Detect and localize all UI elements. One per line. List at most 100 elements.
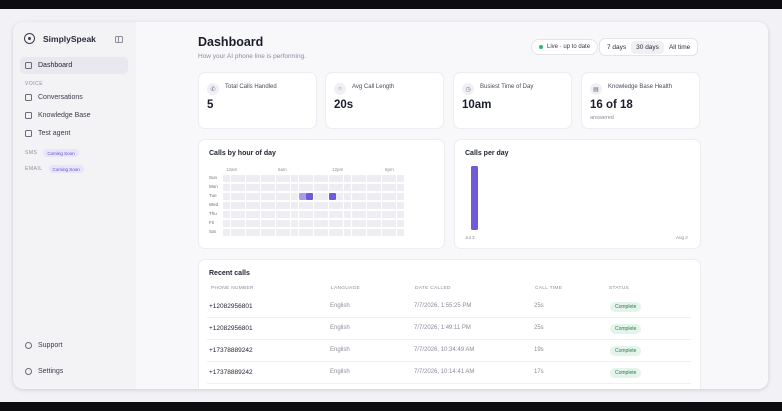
heatmap-cell [268, 193, 276, 200]
heatmap-cell [253, 220, 261, 227]
heatmap-cell [245, 184, 253, 191]
book-icon: ▤ [590, 83, 602, 95]
sidebar-item-dashboard[interactable]: Dashboard [20, 57, 128, 74]
heatmap-cell [230, 220, 238, 227]
heatmap-cell [238, 175, 246, 182]
heatmap-cell [381, 211, 389, 218]
heatmap-cell [306, 211, 314, 218]
stat-label: Avg Call Length [352, 84, 395, 90]
heatmap-cell [343, 220, 351, 227]
heatmap-cell [336, 220, 344, 227]
status-badge: Complete [610, 302, 642, 312]
heatmap-cell [328, 211, 336, 218]
heatmap-cell [359, 211, 367, 218]
heatmap-cell [306, 202, 314, 209]
sidebar-item-knowledge-base[interactable]: Knowledge Base [20, 107, 128, 124]
heatmap-cell [328, 202, 336, 209]
heatmap-cell [268, 229, 276, 236]
sidebar-item-label: Conversations [38, 94, 83, 101]
sidebar-item-conversations[interactable]: Conversations [20, 89, 128, 106]
heatmap-cell [230, 175, 238, 182]
heatmap-cell [366, 220, 374, 227]
heatmap-cell [313, 229, 321, 236]
page-title: Dashboard [198, 35, 264, 49]
range-7-days-button[interactable]: 7 days [607, 43, 627, 51]
heatmap-cell [366, 184, 374, 191]
heatmap-cell [268, 211, 276, 218]
heatmap-cell [253, 193, 261, 200]
heatmap-cell [366, 229, 374, 236]
language-cell: English [330, 369, 350, 375]
heatmap-cell [343, 202, 351, 209]
column-header-call-time: CALL TIME [535, 286, 563, 291]
heatmap-cell [321, 184, 329, 191]
heatmap-cell [313, 211, 321, 218]
row-divider [207, 339, 691, 340]
heatmap-cell [389, 220, 397, 227]
brand[interactable]: SimplySpeak [24, 33, 96, 44]
range-all-time-button[interactable]: All time [668, 43, 691, 51]
heatmap-cell [238, 211, 246, 218]
heatmap-cell [321, 202, 329, 209]
heatmap-cell [343, 193, 351, 200]
status-badge: Complete [610, 324, 642, 334]
language-cell: English [330, 347, 350, 353]
heatmap-cell [283, 175, 291, 182]
heatmap-cell [328, 220, 336, 227]
book-icon [25, 112, 32, 119]
heatmap-cell [336, 211, 344, 218]
heatmap-cell [374, 211, 382, 218]
heatmap-cell [260, 175, 268, 182]
column-header-language: LANGUAGE [331, 286, 361, 291]
heatmap-cell [374, 220, 382, 227]
sidebar-collapse-icon[interactable] [115, 36, 123, 43]
heatmap-cell [313, 220, 321, 227]
sidebar-item-label: Test agent [38, 130, 71, 137]
heatmap-cell [230, 202, 238, 209]
sidebar-item-settings[interactable]: Settings [20, 363, 128, 380]
date-called-cell: 7/7/2026, 1:49:11 PM [414, 325, 471, 331]
heatmap-cell [321, 193, 329, 200]
heatmap-cell [238, 229, 246, 236]
heatmap-cell [253, 184, 261, 191]
heatmap-cell [381, 175, 389, 182]
heatmap-cell [336, 193, 344, 200]
date-range-selector: 7 days 30 days All time [599, 38, 699, 56]
heatmap-cell [291, 175, 299, 182]
heatmap-cell [396, 193, 404, 200]
heatmap-cell [223, 184, 230, 191]
heatmap-cell [343, 184, 351, 191]
heatmap-cell [396, 184, 404, 191]
stat-value: 16 of 18 [590, 99, 633, 111]
live-dot-icon [539, 45, 543, 49]
date-called-cell: 7/7/2026, 1:55:25 PM [414, 303, 472, 309]
heatmap-cell [298, 193, 306, 200]
heatmap-cell [245, 175, 253, 182]
calls-per-day-chart [471, 166, 478, 230]
card-title: Recent calls [209, 270, 250, 277]
range-30-days-button[interactable]: 30 days [631, 40, 664, 54]
heatmap-cell [260, 220, 268, 227]
heatmap-cell [223, 229, 230, 236]
heatmap-cell [260, 202, 268, 209]
sidebar-item-test-agent[interactable]: Test agent [20, 125, 128, 142]
heatmap-cell [374, 184, 382, 191]
sidebar-item-support[interactable]: Support [20, 337, 128, 354]
heatmap-cell [283, 202, 291, 209]
heatmap-cell [275, 184, 283, 191]
sidebar-item-label: Settings [38, 368, 64, 375]
heatmap-cell [260, 184, 268, 191]
heatmap-cell [283, 193, 291, 200]
heatmap-cell [336, 229, 344, 236]
hour-label: 12pm [332, 167, 344, 172]
heatmap-cell [223, 220, 230, 227]
heatmap-cell [306, 229, 314, 236]
x-axis-label-start: Jul 3 [465, 235, 475, 240]
heatmap-cell [245, 220, 253, 227]
test-icon [25, 130, 32, 137]
language-cell: English [330, 325, 350, 331]
coming-soon-badge: Coming Soon [43, 149, 79, 157]
heatmap-cell [283, 184, 291, 191]
heatmap-cell [230, 184, 238, 191]
call-time-cell: 25s [534, 325, 544, 331]
